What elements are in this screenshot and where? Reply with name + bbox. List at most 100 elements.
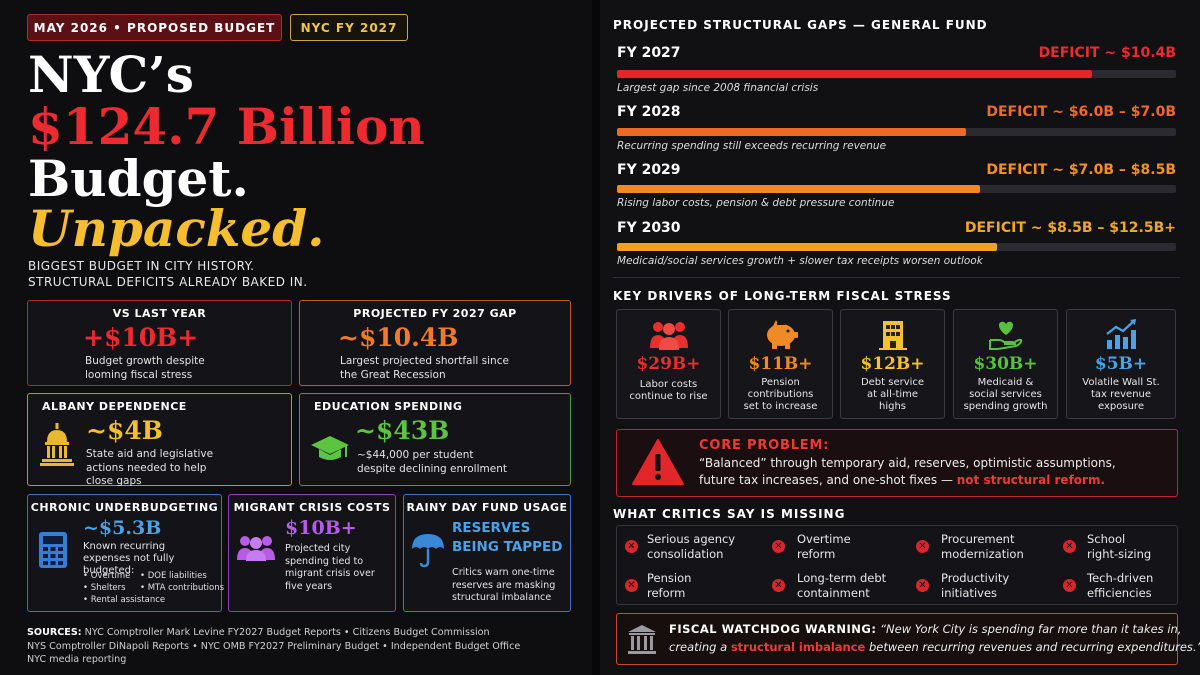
fy-label: FY 2029	[617, 162, 681, 178]
card-title: ALBANY DEPENDENCE	[42, 400, 187, 413]
deficit-bar	[617, 185, 981, 193]
driver-value: $30B+	[973, 354, 1038, 374]
warning-icon	[632, 439, 684, 485]
card-value: +$10B+	[83, 323, 199, 352]
core-problem-line-2: future tax increases, and one-shot fixes…	[699, 473, 957, 487]
fy-deficit: DEFICIT ~ $6.0B – $7.0B	[986, 104, 1176, 120]
deficit-bar	[617, 243, 998, 251]
critics-title: WHAT CRITICS SAY IS MISSING	[613, 507, 846, 521]
core-problem-title: CORE PROBLEM:	[699, 438, 830, 453]
watchdog-quote-1: “New York City is spending far more than…	[876, 622, 1182, 636]
deficit-bar-track	[617, 128, 1176, 136]
driver-label: Labor costs	[639, 379, 698, 390]
courthouse-icon	[628, 625, 656, 654]
fy-deficit: DEFICIT ~ $7.0B – $8.5B	[986, 162, 1176, 178]
driver-label: Debt service	[860, 377, 925, 388]
card-value: ~$5.3B	[83, 517, 162, 539]
driver-card-debt: $12B+ Debt service at all-time highs	[840, 309, 945, 419]
core-problem-box: CORE PROBLEM: “Balanced” through tempora…	[616, 429, 1178, 497]
bullet-item: MTA contributions	[147, 583, 225, 593]
capitol-icon	[40, 423, 74, 466]
driver-label: highs	[878, 401, 906, 412]
driver-label: spending growth	[963, 401, 1048, 412]
x-icon: ✕	[916, 540, 929, 553]
deficit-bar-track	[617, 70, 1176, 78]
card-desc-2: despite declining enrollment	[357, 463, 507, 475]
card-value: $10B+	[285, 517, 357, 539]
driver-label: Pension	[761, 377, 800, 388]
critic-item: School right-sizing	[1087, 532, 1152, 561]
driver-label: Medicaid &	[977, 377, 1034, 388]
card-desc: State aid and legislative actions needed…	[86, 448, 214, 488]
headline-budget: Budget.	[28, 149, 249, 208]
driver-label: contributions	[747, 389, 814, 400]
critics-box: ✕ Serious agency consolidation ✕ Overtime…	[616, 525, 1178, 605]
being-tapped-label: BEING TAPPED	[452, 539, 563, 555]
drivers-title: KEY DRIVERS OF LONG-TERM FISCAL STRESS	[613, 289, 952, 303]
bullet-item: DOE liabilities	[147, 571, 207, 581]
driver-value: $12B+	[860, 354, 925, 374]
people-icon	[237, 536, 275, 561]
heart-hand-icon	[988, 321, 1022, 350]
card-title: VS LAST YEAR	[112, 307, 207, 320]
fy-note: Rising labor costs, pension & debt press…	[617, 197, 895, 209]
fy-note: Largest gap since 2008 financial crisis	[617, 82, 819, 94]
sources-label: SOURCES:	[27, 627, 82, 638]
critic-item: Tech-driven efficiencies	[1087, 571, 1154, 600]
migrant-crisis-card: MIGRANT CRISIS COSTS $10B+ Projected cit…	[228, 494, 396, 612]
umbrella-icon	[412, 534, 444, 568]
card-value: ~$4B	[86, 416, 163, 445]
card-desc: Known recurring expenses not fully budge…	[83, 541, 175, 576]
x-icon: ✕	[1063, 579, 1076, 592]
x-icon: ✕	[772, 579, 785, 592]
headline-nyc: NYC’s	[28, 45, 194, 104]
graduation-cap-icon	[311, 436, 349, 460]
critic-item: Productivity initiatives	[941, 571, 1010, 600]
watchdog-quote-2c: between recurring revenues and recurring…	[865, 640, 1200, 654]
driver-card-labor: $29B+ Labor costs continue to rise	[616, 309, 721, 419]
date-pill: MAY 2026 • PROPOSED BUDGET	[27, 14, 282, 41]
deficit-bar	[617, 128, 967, 136]
driver-card-medicaid: $30B+ Medicaid & social services spending …	[953, 309, 1058, 419]
fy-label: FY 2030	[617, 220, 681, 236]
bullet-item: Overtime	[90, 571, 131, 581]
subtitle-line-2: STRUCTURAL DEFICITS ALREADY BAKED IN.	[28, 275, 308, 289]
card-desc: Largest projected shortfall since the Gr…	[340, 355, 509, 381]
fy-label: FY 2028	[617, 104, 681, 120]
watchdog-warning-box: FISCAL WATCHDOG WARNING: “New York City …	[616, 613, 1200, 665]
fiscal-year-pill: NYC FY 2027	[290, 14, 408, 41]
x-icon: ✕	[625, 540, 638, 553]
deficit-bar-track	[617, 243, 1176, 251]
driver-label: set to increase	[743, 401, 818, 412]
x-icon: ✕	[625, 579, 638, 592]
headline-amount: $124.7 Billion	[28, 97, 425, 156]
critic-item: Long-term debt containment	[797, 571, 887, 600]
driver-label: exposure	[1098, 401, 1144, 412]
card-title: MIGRANT CRISIS COSTS	[233, 501, 391, 514]
card-title: PROJECTED FY 2027 GAP	[353, 307, 517, 320]
card-desc: Projected city spending tied to migrant …	[285, 543, 375, 592]
driver-card-pension: $11B+ Pension contributions set to increas…	[728, 309, 833, 419]
reserves-label: RESERVES	[452, 520, 531, 536]
fy-deficit: DEFICIT ~ $10.4B	[1038, 45, 1176, 61]
deficit-bar	[617, 70, 1093, 78]
critic-item: Serious agency consolidation	[647, 532, 736, 561]
driver-label: at all-time	[866, 389, 919, 400]
core-problem-line-1: “Balanced” through temporary aid, reserv…	[699, 456, 1116, 470]
sources-line-3: NYC media reporting	[27, 654, 127, 665]
critic-item: Procurement modernization	[941, 532, 1024, 561]
critic-item: Overtime reform	[797, 532, 851, 561]
driver-label: continue to rise	[629, 391, 708, 402]
people-icon	[649, 322, 688, 350]
watchdog-label: FISCAL WATCHDOG WARNING:	[669, 622, 877, 636]
critic-item: Pension reform	[647, 571, 692, 600]
sources-line-2: NYS Comptroller DiNapoli Reports • NYC O…	[27, 640, 521, 652]
card-desc: Budget growth despite looming fiscal str…	[85, 355, 205, 381]
education-spending-card: EDUCATION SPENDING ~$43B ~$44,000 per st…	[299, 393, 571, 486]
chart-up-icon	[1106, 319, 1136, 349]
headline-unpacked: Unpacked.	[28, 199, 325, 258]
driver-value: $5B+	[1094, 354, 1148, 374]
fy-note: Medicaid/social services growth + slower…	[617, 255, 983, 267]
sources: SOURCES: NYC Comptroller Mark Levine FY2…	[27, 626, 582, 667]
gaps-title: PROJECTED STRUCTURAL GAPS — GENERAL FUND	[613, 18, 988, 32]
